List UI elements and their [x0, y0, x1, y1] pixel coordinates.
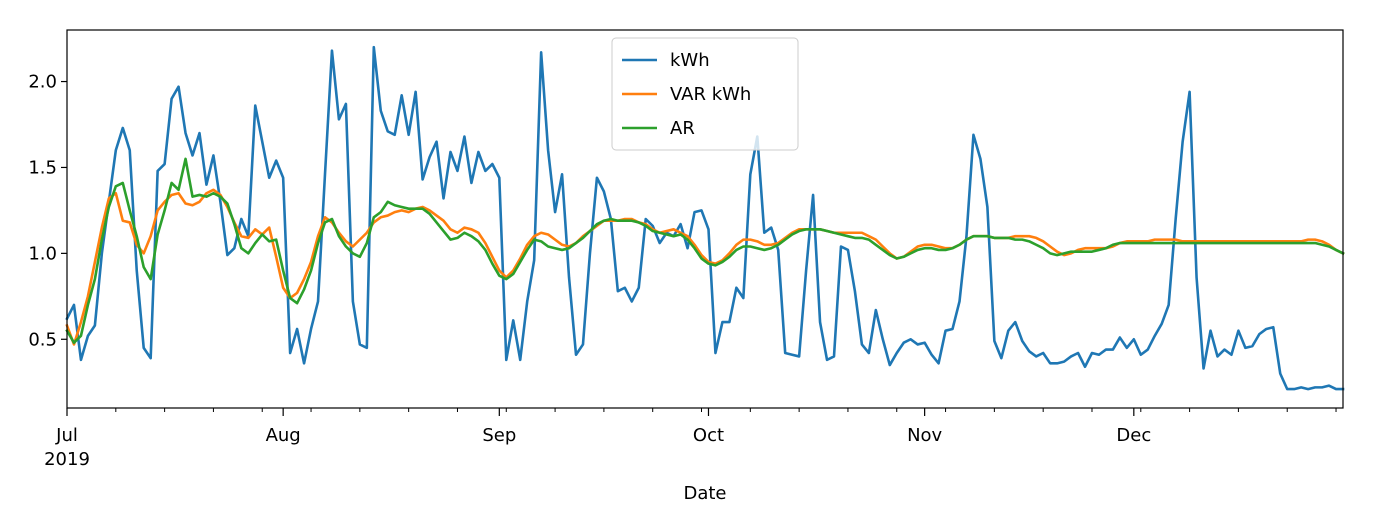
x-tick-label: Jul: [55, 425, 78, 446]
y-axis: 0.5 1.0 1.5 2.0: [28, 72, 67, 350]
legend-label: VAR kWh: [670, 84, 751, 105]
y-tick-label: 0.5: [28, 329, 57, 350]
x-axis-title: Date: [683, 483, 726, 504]
series-line-kwh: [65, 45, 1345, 391]
x-tick-label: Oct: [693, 425, 724, 446]
legend-label: AR: [670, 118, 695, 139]
x-tick-sublabel: 2019: [44, 449, 90, 470]
series-line-var-kwh: [65, 188, 1345, 346]
series-layer: [65, 45, 1345, 391]
legend: kWh VAR kWh AR: [611, 37, 799, 151]
plot-frame: [66, 29, 1344, 409]
y-tick-label: 1.0: [28, 243, 57, 264]
legend-label: kWh: [670, 50, 710, 71]
y-tick-label: 1.5: [28, 157, 57, 178]
legend-box: [611, 37, 799, 151]
x-axis: Jul 2019 Aug Sep Oct Nov Dec: [44, 408, 1337, 470]
x-tick-label: Aug: [266, 425, 301, 446]
series-line-ar: [65, 157, 1345, 345]
x-tick-label: Sep: [482, 425, 516, 446]
x-tick-label: Dec: [1116, 425, 1151, 446]
x-tick-label: Nov: [907, 425, 942, 446]
y-tick-label: 2.0: [28, 72, 57, 93]
